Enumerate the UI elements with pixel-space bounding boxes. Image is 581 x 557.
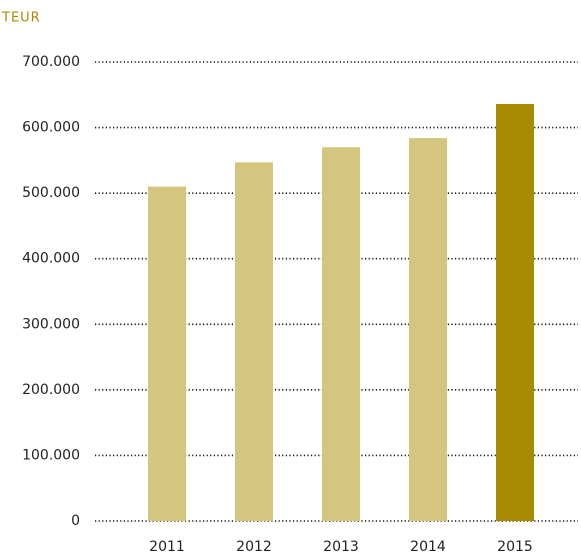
bar xyxy=(322,147,360,521)
bar xyxy=(409,138,447,521)
y-tick-label: 500.000 xyxy=(22,185,80,201)
y-tick-label: 600.000 xyxy=(22,120,80,136)
x-tick-label: 2013 xyxy=(323,539,359,555)
x-tick-label: 2011 xyxy=(149,539,185,555)
y-tick-label: 100.000 xyxy=(22,447,80,463)
bar xyxy=(496,103,534,522)
x-tick-label: 2015 xyxy=(497,539,533,555)
x-tick-label: 2014 xyxy=(410,539,446,555)
y-axis-label: TEUR xyxy=(1,11,41,26)
bar xyxy=(148,186,186,522)
y-tick-label: 700.000 xyxy=(22,54,80,70)
bar xyxy=(235,162,273,521)
y-tick-label: 400.000 xyxy=(22,251,80,267)
y-tick-label: 0 xyxy=(71,513,80,529)
y-tick-label: 200.000 xyxy=(22,382,80,398)
x-tick-label: 2012 xyxy=(236,539,272,555)
y-tick-label: 300.000 xyxy=(22,316,80,332)
